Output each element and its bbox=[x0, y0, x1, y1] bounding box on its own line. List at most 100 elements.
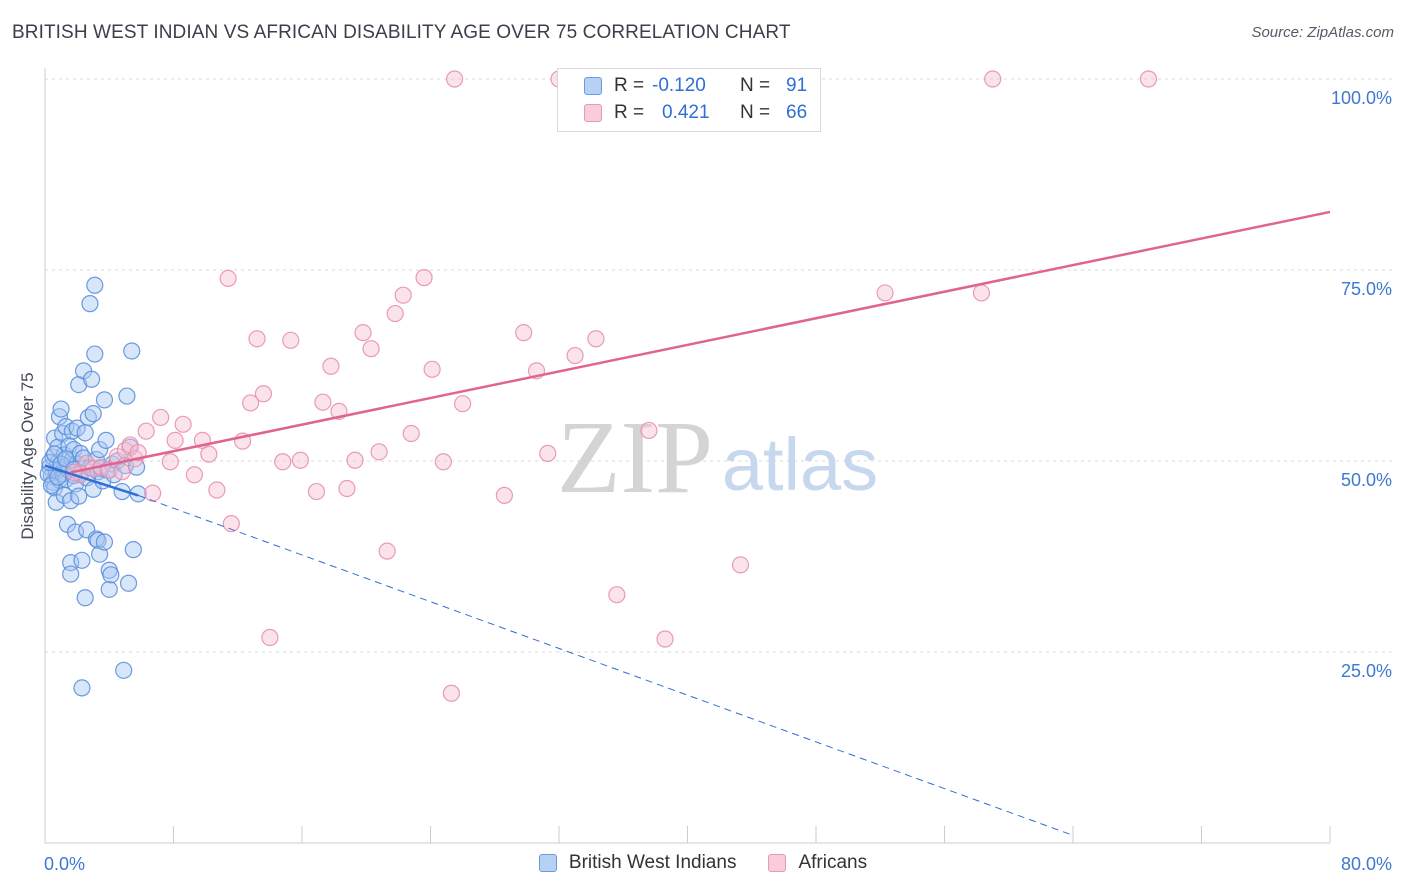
trend-layer bbox=[44, 210, 1331, 836]
chart-title: BRITISH WEST INDIAN VS AFRICAN DISABILIT… bbox=[12, 22, 791, 43]
point-african bbox=[166, 431, 184, 449]
legend-r-value: 0.421 bbox=[662, 102, 710, 123]
points-layer bbox=[39, 70, 1158, 702]
point-african bbox=[378, 542, 396, 560]
point-african bbox=[454, 395, 472, 413]
point-african bbox=[144, 484, 162, 502]
point-british-west-indian bbox=[76, 589, 94, 607]
point-british-west-indian bbox=[97, 431, 115, 449]
point-british-west-indian bbox=[95, 533, 114, 551]
point-african bbox=[282, 331, 300, 349]
grid-layer bbox=[45, 78, 1392, 653]
point-african bbox=[515, 324, 533, 342]
point-african bbox=[362, 340, 380, 358]
x-tick-label-min: 0.0% bbox=[44, 854, 85, 874]
point-british-west-indian bbox=[102, 566, 120, 584]
point-african bbox=[314, 393, 332, 411]
legend-label: British West Indians bbox=[568, 852, 737, 873]
point-african bbox=[731, 556, 750, 574]
point-african bbox=[185, 466, 203, 484]
point-british-west-indian bbox=[115, 661, 133, 679]
trend-line-british-west-indians bbox=[44, 464, 139, 497]
trend-line-africans bbox=[70, 210, 1331, 474]
point-african bbox=[640, 421, 658, 440]
point-british-west-indian bbox=[84, 405, 102, 423]
point-african bbox=[222, 515, 240, 533]
watermark: ZIP atlas bbox=[557, 400, 878, 515]
point-british-west-indian bbox=[74, 449, 93, 467]
point-african bbox=[394, 286, 412, 304]
point-african bbox=[1139, 70, 1158, 88]
point-african bbox=[113, 463, 131, 481]
point-british-west-indian bbox=[123, 342, 141, 360]
point-british-west-indian bbox=[119, 574, 138, 592]
point-african bbox=[608, 586, 626, 604]
point-british-west-indian bbox=[73, 551, 91, 569]
y-tick-label: 100.0% bbox=[1331, 88, 1392, 108]
point-british-west-indian bbox=[62, 492, 80, 510]
point-african bbox=[137, 422, 155, 440]
point-african bbox=[587, 330, 605, 348]
point-british-west-indian bbox=[118, 387, 136, 405]
legend-swatch-pink bbox=[584, 104, 602, 122]
point-african bbox=[495, 486, 513, 504]
legend-row-africans: R = 0.421 N = 66 bbox=[558, 100, 807, 126]
source-credit: Source: ZipAtlas.com bbox=[1251, 24, 1394, 41]
point-african bbox=[322, 357, 340, 375]
point-african bbox=[656, 630, 674, 648]
tick-label-layer: 25.0% 50.0% 75.0% 100.0% 0.0% 80.0% bbox=[44, 88, 1392, 874]
point-african bbox=[248, 330, 266, 348]
legend-r-value: -0.120 bbox=[652, 75, 706, 96]
point-african bbox=[307, 482, 326, 501]
point-african bbox=[984, 70, 1002, 88]
point-british-west-indian bbox=[63, 422, 81, 440]
point-british-west-indian bbox=[52, 400, 70, 418]
point-african bbox=[876, 284, 894, 302]
legend-label: Africans bbox=[798, 852, 868, 873]
point-british-west-indian bbox=[76, 424, 94, 442]
legend-r-label: R = bbox=[614, 75, 645, 96]
point-british-west-indian bbox=[95, 391, 114, 409]
watermark-zip: ZIP bbox=[557, 400, 713, 515]
point-african bbox=[152, 408, 170, 427]
stats-legend: R = -0.120 N = 91 R = 0.421 N = 66 bbox=[557, 68, 821, 132]
point-african bbox=[402, 424, 420, 443]
point-british-west-indian bbox=[91, 440, 109, 459]
point-african bbox=[423, 360, 441, 378]
point-british-west-indian bbox=[89, 531, 107, 550]
point-african bbox=[566, 346, 584, 365]
point-african bbox=[208, 481, 226, 499]
point-british-west-indian bbox=[82, 370, 101, 388]
y-tick-label: 50.0% bbox=[1341, 470, 1392, 490]
legend-swatch-blue bbox=[538, 854, 557, 872]
point-african bbox=[972, 284, 991, 302]
point-african bbox=[161, 453, 179, 471]
point-african bbox=[254, 385, 273, 403]
point-african bbox=[261, 628, 279, 647]
point-british-west-indian bbox=[100, 580, 118, 598]
point-african bbox=[174, 415, 192, 433]
y-tick-label: 25.0% bbox=[1341, 661, 1392, 681]
legend-swatch-blue bbox=[584, 77, 602, 95]
point-british-west-indian bbox=[70, 487, 88, 505]
point-british-west-indian bbox=[86, 345, 104, 363]
point-british-west-indian bbox=[86, 276, 104, 294]
point-british-west-indian bbox=[46, 445, 64, 463]
point-british-west-indian bbox=[73, 679, 91, 697]
point-african bbox=[354, 324, 372, 342]
point-african bbox=[219, 269, 237, 288]
legend-n-value: 66 bbox=[786, 102, 808, 123]
point-british-west-indian bbox=[68, 419, 86, 437]
point-british-west-indian bbox=[124, 541, 142, 559]
point-african bbox=[445, 70, 464, 88]
point-british-west-indian bbox=[81, 295, 99, 313]
point-african bbox=[338, 479, 356, 498]
legend-n-label: N = bbox=[740, 75, 771, 96]
legend-item-africans: Africans bbox=[768, 852, 867, 874]
series-legend: British West Indians Africans bbox=[0, 852, 1406, 874]
point-african bbox=[291, 451, 309, 469]
legend-n-label: N = bbox=[740, 102, 771, 123]
watermark-atlas: atlas bbox=[722, 423, 878, 506]
point-african bbox=[386, 304, 404, 323]
